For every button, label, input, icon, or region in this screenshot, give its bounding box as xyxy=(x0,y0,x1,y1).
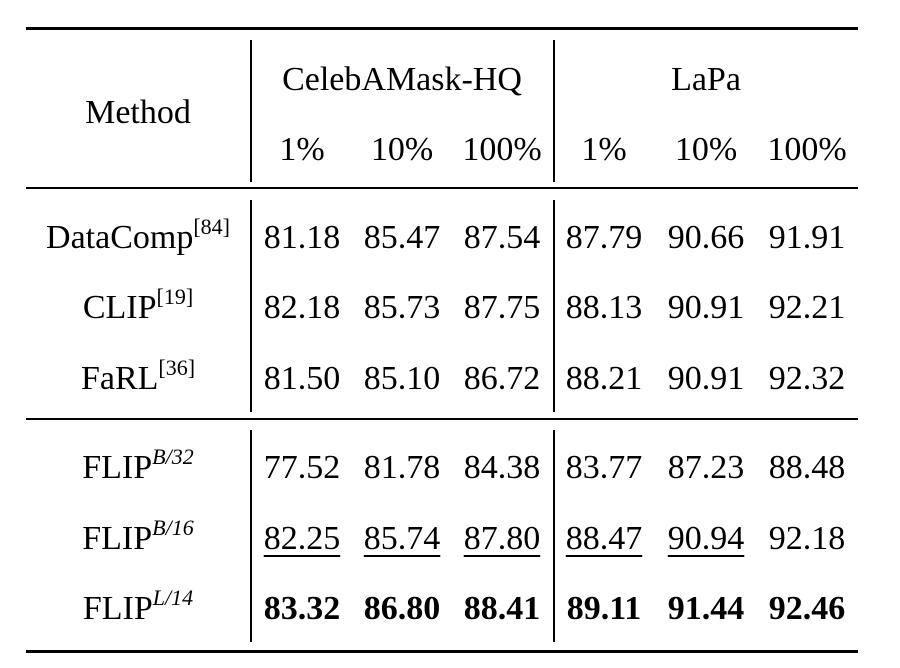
score-cell: 90.91 xyxy=(667,289,745,326)
header-rule xyxy=(26,187,858,189)
score-cell: 87.75 xyxy=(463,289,541,326)
score-cell: 83.77 xyxy=(565,449,643,486)
method-name: FaRL[36] xyxy=(80,357,195,397)
score-cell: 92.32 xyxy=(768,360,846,397)
method-header: Method xyxy=(85,94,191,131)
score-cell: 91.91 xyxy=(768,219,846,256)
score-cell: 90.91 xyxy=(667,360,745,397)
method-name: FLIPB/16 xyxy=(82,517,193,557)
bottom-rule xyxy=(26,650,858,653)
model-variant: L/14 xyxy=(152,585,194,610)
score-cell: 91.44 xyxy=(667,590,745,627)
subcol-header: 100% xyxy=(462,131,542,168)
score-cell: 88.47 xyxy=(565,520,643,557)
score-cell: 88.41 xyxy=(463,590,541,627)
score-cell: 92.21 xyxy=(768,289,846,326)
subcol-header: 1% xyxy=(279,131,325,168)
score-cell: 87.79 xyxy=(565,219,643,256)
score-cell: 92.18 xyxy=(768,520,846,557)
method-label: FLIP xyxy=(82,449,153,486)
citation-ref: [19] xyxy=(156,284,194,309)
score-cell: 86.80 xyxy=(363,590,441,627)
score-cell: 87.23 xyxy=(667,449,745,486)
score-cell: 81.78 xyxy=(363,449,441,486)
group-header-celebamask: CelebAMask-HQ xyxy=(282,61,522,98)
method-separator xyxy=(250,40,252,182)
method-label: FLIP xyxy=(82,590,153,627)
score-cell: 84.38 xyxy=(463,449,541,486)
top-rule xyxy=(26,27,858,30)
method-label: FaRL xyxy=(80,360,159,397)
method-name: CLIP[19] xyxy=(82,286,193,326)
score-cell: 88.13 xyxy=(565,289,643,326)
score-cell: 87.54 xyxy=(463,219,541,256)
citation-ref: [84] xyxy=(193,214,230,239)
model-variant: B/32 xyxy=(152,444,194,469)
score-cell: 90.66 xyxy=(667,219,745,256)
method-name: DataComp[84] xyxy=(46,216,230,256)
score-cell: 82.25 xyxy=(263,520,341,557)
score-cell: 85.74 xyxy=(363,520,441,557)
score-cell: 87.80 xyxy=(463,520,541,557)
score-cell: 90.94 xyxy=(667,520,745,557)
method-label: FLIP xyxy=(82,520,153,557)
score-cell: 88.21 xyxy=(565,360,643,397)
method-label: CLIP xyxy=(82,289,157,326)
score-cell: 85.10 xyxy=(363,360,441,397)
score-cell: 77.52 xyxy=(263,449,341,486)
dataset-separator xyxy=(553,430,555,642)
subcol-header: 1% xyxy=(581,131,627,168)
score-cell: 86.72 xyxy=(463,360,541,397)
score-cell: 83.32 xyxy=(263,590,341,627)
method-separator xyxy=(250,200,252,412)
score-cell: 81.50 xyxy=(263,360,341,397)
model-variant: B/16 xyxy=(152,515,194,540)
dataset-separator xyxy=(553,40,555,182)
score-cell: 85.73 xyxy=(363,289,441,326)
dataset-separator xyxy=(553,200,555,412)
method-name: FLIPB/32 xyxy=(82,446,193,486)
citation-ref: [36] xyxy=(158,355,196,380)
method-name: FLIPL/14 xyxy=(82,587,193,627)
score-cell: 82.18 xyxy=(263,289,341,326)
subcol-header: 10% xyxy=(370,131,434,168)
group-rule xyxy=(26,418,858,420)
score-cell: 81.18 xyxy=(263,219,341,256)
score-cell: 89.11 xyxy=(566,590,642,627)
score-cell: 85.47 xyxy=(363,219,441,256)
score-cell: 92.46 xyxy=(768,590,846,627)
group-header-lapa: LaPa xyxy=(671,61,741,98)
score-cell: 88.48 xyxy=(768,449,846,486)
method-label: DataComp xyxy=(46,219,194,256)
method-separator xyxy=(250,430,252,642)
subcol-header: 100% xyxy=(767,131,847,168)
subcol-header: 10% xyxy=(674,131,738,168)
